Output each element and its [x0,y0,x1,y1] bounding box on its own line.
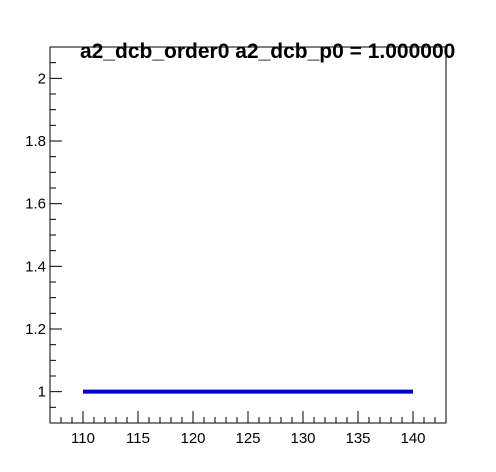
y-tick-label: 1.2 [25,321,46,338]
x-tick-label: 120 [180,430,205,447]
x-tick-label: 135 [345,430,370,447]
y-tick-label: 1 [38,384,46,401]
y-tick-label: 2 [38,70,46,87]
y-axis: 1 1.2 1.4 1.6 1.8 2 [25,46,62,424]
plot-frame [49,46,447,424]
x-tick-label: 140 [400,430,425,447]
x-tick-label: 115 [126,430,150,447]
y-tick-label: 1.6 [25,196,46,213]
x-tick-label: 110 [71,430,95,447]
x-axis: 110 115 120 125 130 135 140 [49,411,447,447]
chart-title: a2_dcb_order0 a2_dcb_p0 = 1.000000 [80,40,455,63]
y-tick-label: 1.8 [25,133,46,150]
x-tick-label: 130 [290,430,315,447]
y-tick-label: 1.4 [25,258,46,275]
x-tick-label: 125 [235,430,260,447]
